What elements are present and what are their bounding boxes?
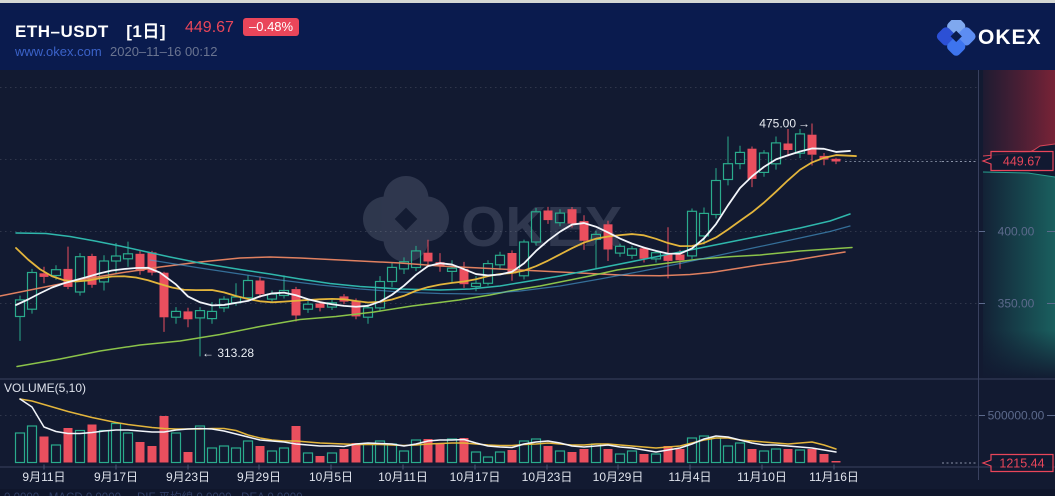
svg-text:10月17日: 10月17日 <box>450 470 501 484</box>
svg-text:9月11日: 9月11日 <box>22 470 65 484</box>
svg-text:11月10日: 11月10日 <box>737 470 787 484</box>
svg-text:→: → <box>798 117 810 131</box>
svg-text:9月29日: 9月29日 <box>237 470 281 484</box>
svg-text:← 313.28: ← 313.28 <box>202 346 254 360</box>
svg-text:OKEX: OKEX <box>978 26 1042 49</box>
svg-text:350.00: 350.00 <box>998 297 1035 311</box>
svg-text:10月11日: 10月11日 <box>378 470 428 484</box>
svg-text:9月23日: 9月23日 <box>166 470 210 484</box>
svg-text:11月4日: 11月4日 <box>668 470 711 484</box>
svg-text:500000.00: 500000.00 <box>988 409 1045 423</box>
svg-text:400.00: 400.00 <box>998 225 1035 239</box>
svg-text:449.67: 449.67 <box>1003 155 1041 169</box>
svg-text:475.00: 475.00 <box>759 117 796 131</box>
svg-text:0.0000 MACD 0.0000 DIF 平: 0.0000 MACD 0.0000 DIF 平均線 0.0000 DEA 0.… <box>4 490 303 496</box>
svg-text:VOLUME(5,10): VOLUME(5,10) <box>4 381 86 395</box>
svg-text:1215.44: 1215.44 <box>999 457 1044 471</box>
svg-text:10月23日: 10月23日 <box>522 470 573 484</box>
svg-text:10月29日: 10月29日 <box>593 470 644 484</box>
svg-text:9月17日: 9月17日 <box>94 470 138 484</box>
svg-text:11月16日: 11月16日 <box>809 470 859 484</box>
svg-text:10月5日: 10月5日 <box>309 470 353 484</box>
